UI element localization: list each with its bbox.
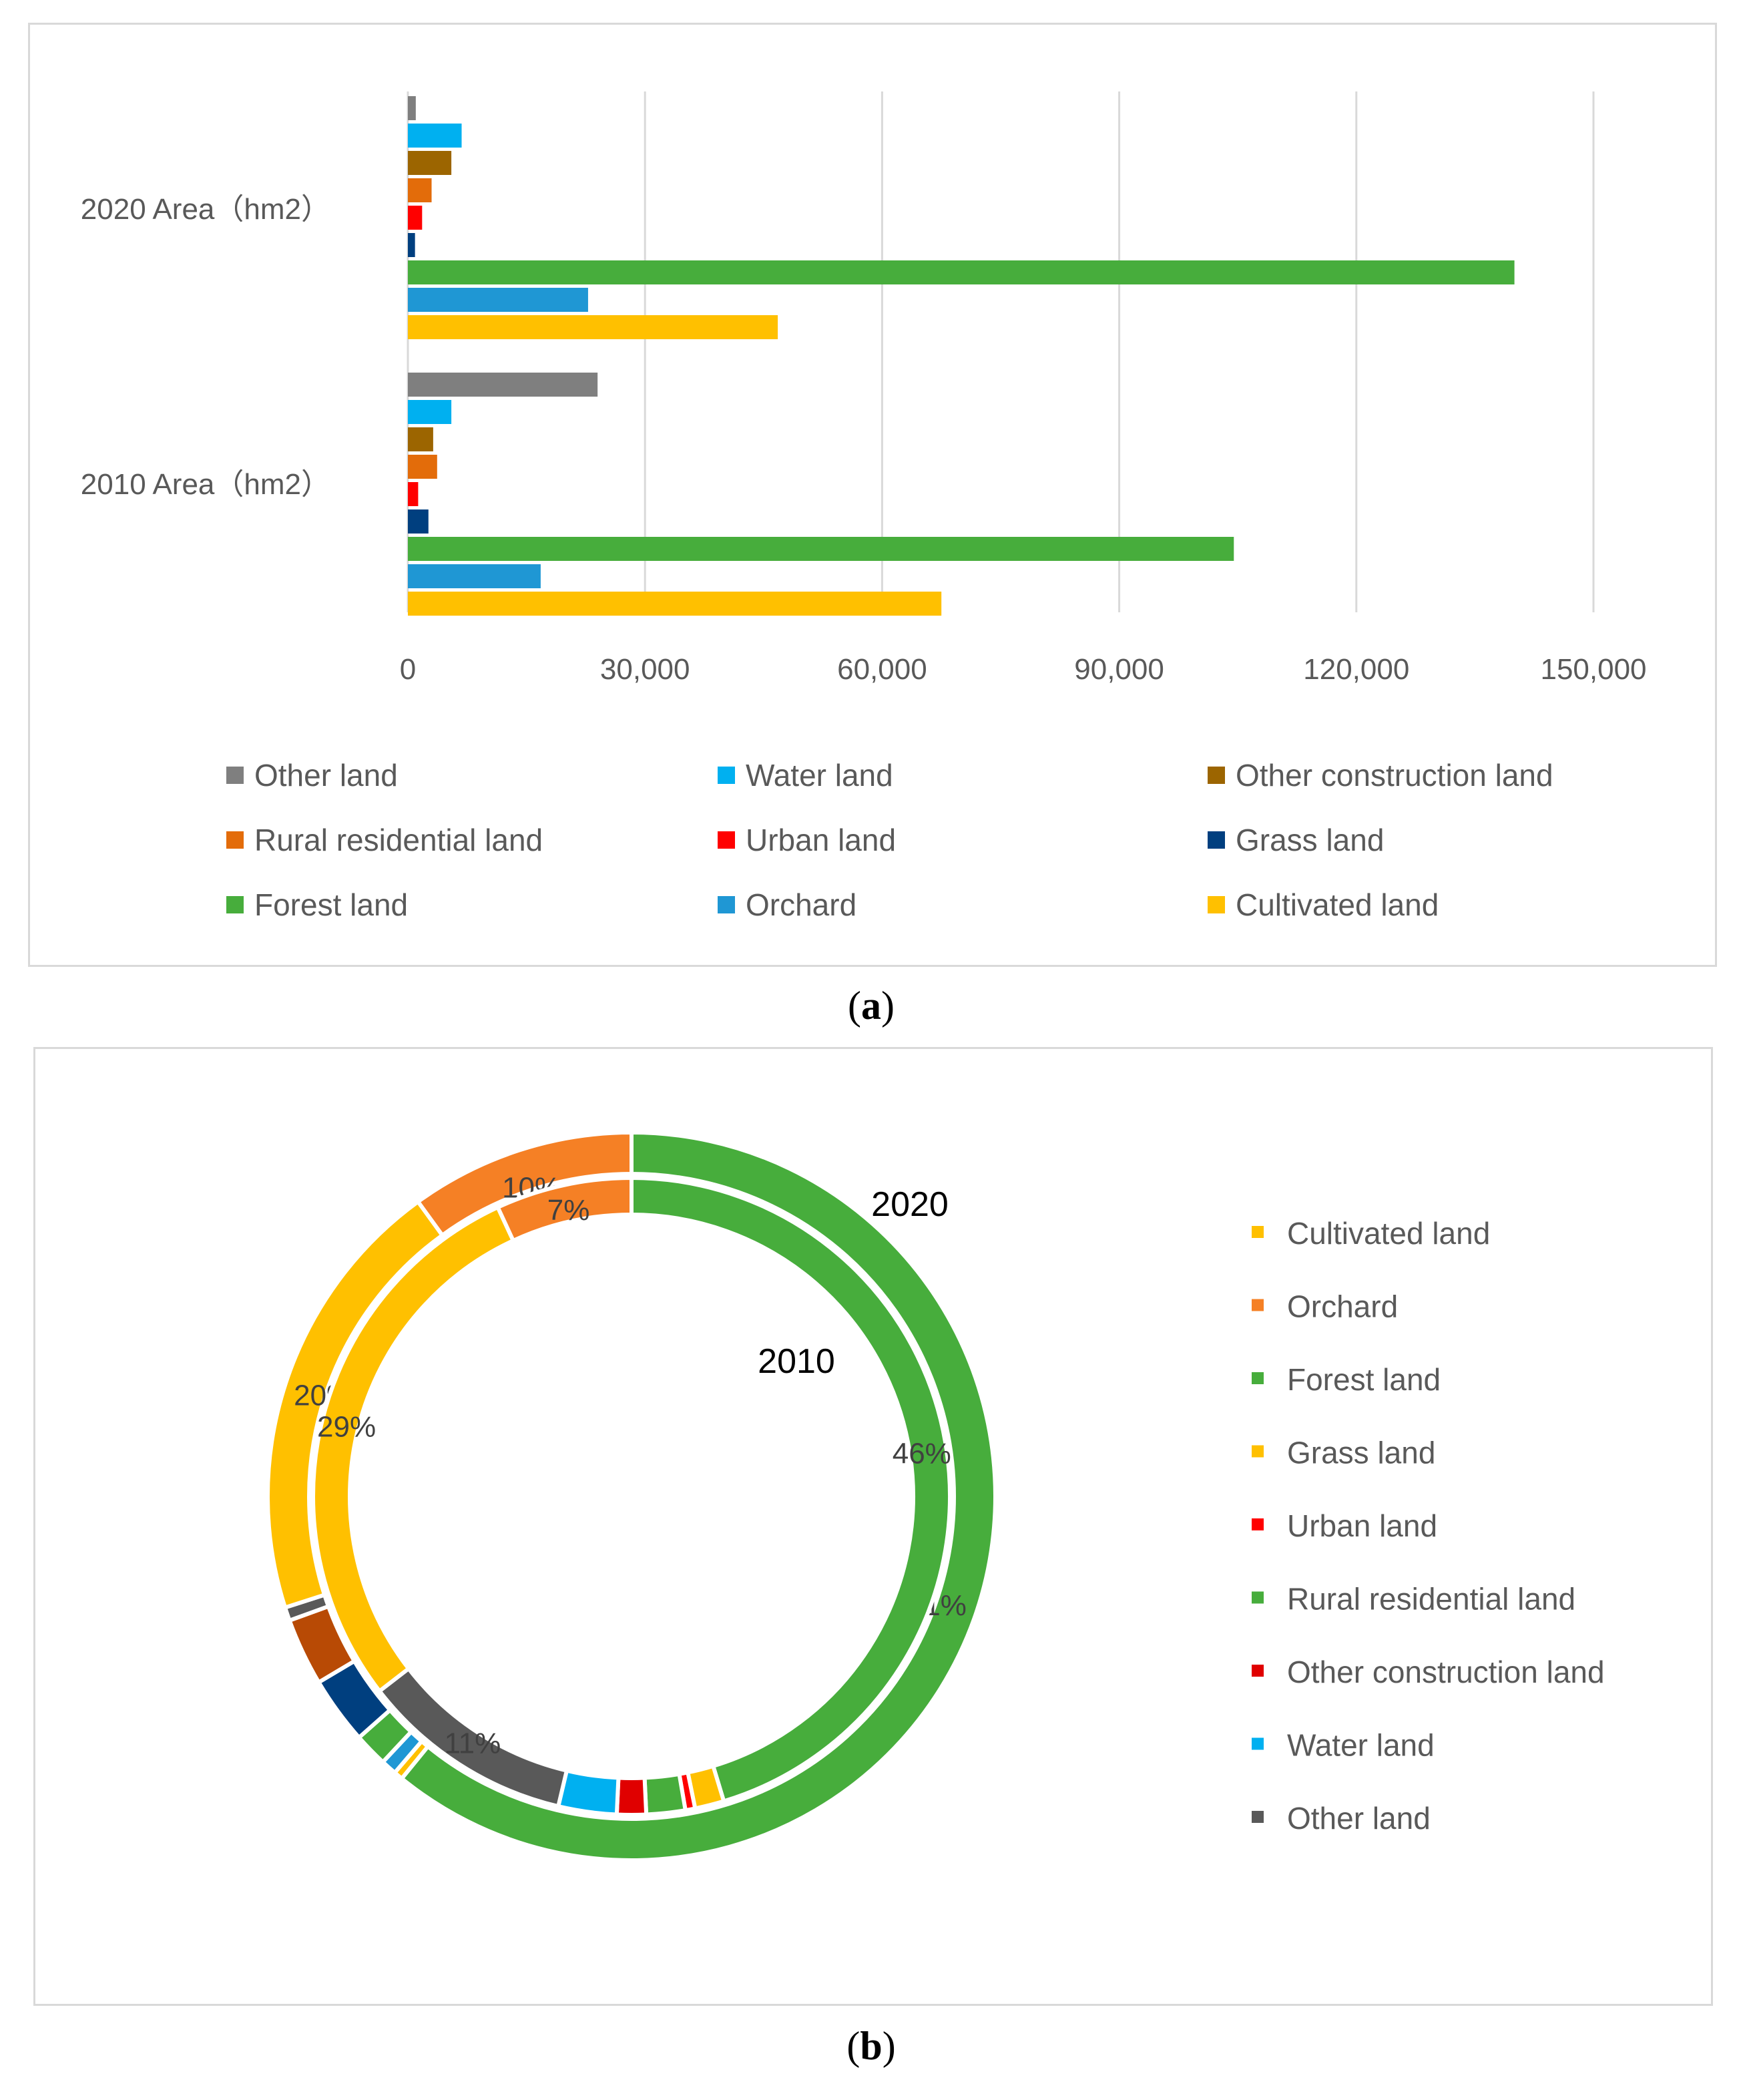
caption-b-letter: b bbox=[860, 2024, 883, 2068]
x-tick-label: 150,000 bbox=[1540, 653, 1646, 686]
legend-swatch bbox=[1252, 1665, 1264, 1677]
bar bbox=[408, 564, 541, 588]
legend-swatch bbox=[1208, 767, 1225, 784]
x-tick-label: 120,000 bbox=[1303, 653, 1409, 686]
bar bbox=[408, 178, 432, 202]
inner-ring-label: 2010 bbox=[758, 1342, 835, 1381]
legend-swatch bbox=[1252, 1226, 1264, 1238]
legend-label: Urban land bbox=[746, 823, 896, 857]
legend-label: Forest land bbox=[1287, 1362, 1441, 1397]
legend-swatch bbox=[226, 767, 244, 784]
legend-label: Grass land bbox=[1287, 1436, 1435, 1470]
legend-swatch bbox=[1252, 1445, 1264, 1458]
legend-swatch bbox=[1252, 1299, 1264, 1311]
legend-swatch bbox=[226, 896, 244, 913]
legend-label: Other land bbox=[254, 758, 398, 793]
bar bbox=[408, 592, 942, 616]
legend-label: Orchard bbox=[746, 887, 856, 922]
legend-label: Other construction land bbox=[1236, 758, 1553, 793]
bar bbox=[408, 427, 433, 451]
legend-label: Water land bbox=[1287, 1728, 1435, 1763]
slice-label: 7% bbox=[547, 1194, 590, 1227]
outer-ring-slice bbox=[415, 1130, 634, 1239]
bar-chart-panel: 0 30,000 60,000 90,000 120,000 150,000 2020 Ar… bbox=[28, 23, 1717, 967]
caption-a-letter: a bbox=[861, 984, 881, 1028]
legend-label: Orchard bbox=[1287, 1289, 1398, 1324]
legend-swatch bbox=[718, 896, 735, 913]
x-tick-label: 60,000 bbox=[837, 653, 927, 686]
bar-chart: 0 30,000 60,000 90,000 120,000 150,000 2020 Ar… bbox=[81, 91, 1647, 922]
inner-ring-slice bbox=[495, 1175, 634, 1243]
bar bbox=[408, 151, 452, 175]
legend-label: Grass land bbox=[1236, 823, 1384, 857]
legend-swatch bbox=[1252, 1811, 1264, 1823]
legend-label: Other construction land bbox=[1287, 1655, 1605, 1689]
caption-b: (b) bbox=[846, 2024, 896, 2068]
doughnut-chart-panel: 61% 20% 10% 46% 11% 29% 7% 2020 2010 Cultivated l… bbox=[33, 1047, 1713, 2006]
legend-label: Rural residential land bbox=[1287, 1582, 1575, 1617]
legend-swatch bbox=[1252, 1591, 1264, 1604]
bar bbox=[408, 315, 778, 339]
bar bbox=[408, 373, 598, 397]
category-label: 2020 Area（hm2） bbox=[81, 193, 330, 226]
legend-label: Water land bbox=[746, 758, 893, 793]
legend-swatch bbox=[718, 831, 735, 849]
legend-label: Urban land bbox=[1287, 1508, 1437, 1543]
slice-label: 29% bbox=[317, 1411, 376, 1444]
x-tick-label: 90,000 bbox=[1074, 653, 1164, 686]
bar bbox=[408, 482, 419, 506]
inner-ring-slice bbox=[614, 1775, 649, 1818]
legend-label: Forest land bbox=[254, 887, 408, 922]
legend-swatch bbox=[226, 831, 244, 849]
slice-label: 46% bbox=[893, 1438, 951, 1470]
outer-ring-slice bbox=[399, 1130, 997, 1862]
bar bbox=[408, 96, 416, 120]
bar bbox=[408, 537, 1234, 561]
legend-swatch bbox=[1252, 1518, 1264, 1530]
bar bbox=[408, 400, 452, 424]
legend-swatch bbox=[1208, 896, 1225, 913]
outer-ring-label: 2020 bbox=[871, 1185, 949, 1224]
bar bbox=[408, 509, 429, 534]
legend-label: Other land bbox=[1287, 1801, 1431, 1836]
x-tick-label: 0 bbox=[400, 653, 416, 686]
x-tick-label: 30,000 bbox=[600, 653, 690, 686]
bar bbox=[408, 233, 415, 257]
legend-label: Rural residential land bbox=[254, 823, 543, 857]
bar bbox=[408, 288, 588, 312]
bar bbox=[408, 124, 462, 148]
legend-label: Cultivated land bbox=[1287, 1216, 1490, 1251]
slice-label: 11% bbox=[444, 1727, 501, 1759]
legend-swatch bbox=[718, 767, 735, 784]
bar bbox=[408, 260, 1515, 284]
legend-swatch bbox=[1252, 1737, 1264, 1750]
caption-a: (a) bbox=[848, 984, 895, 1028]
bar bbox=[408, 206, 423, 230]
legend-swatch bbox=[1208, 831, 1225, 849]
bar bbox=[408, 455, 437, 479]
legend-swatch bbox=[1252, 1372, 1264, 1384]
inner-ring-slice bbox=[555, 1768, 621, 1817]
legend-label: Cultivated land bbox=[1236, 887, 1439, 922]
category-label: 2010 Area（hm2） bbox=[81, 468, 330, 501]
inner-ring-slice bbox=[642, 1771, 688, 1817]
